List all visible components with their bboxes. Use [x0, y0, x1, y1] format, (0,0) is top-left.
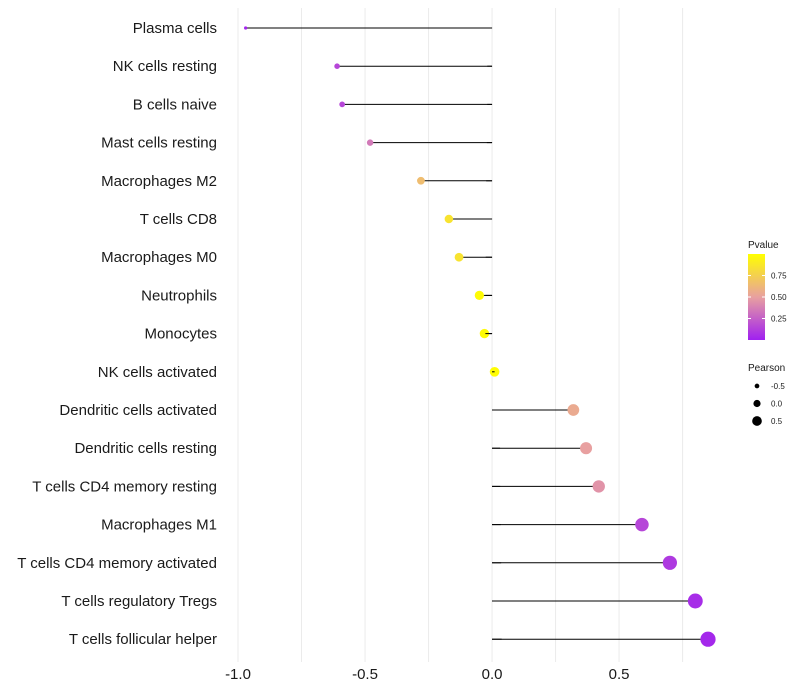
- category-label: Dendritic cells activated: [59, 402, 217, 419]
- pearson-legend-label: 0.0: [771, 400, 783, 409]
- pearson-legend-label: 0.5: [771, 417, 783, 426]
- pearson-legend-dot: [754, 383, 760, 389]
- data-point: [339, 101, 346, 108]
- category-label: T cells regulatory Tregs: [61, 593, 217, 610]
- pearson-legend-dot: [752, 416, 762, 426]
- data-point: [334, 63, 340, 69]
- pvalue-colorbar: [748, 254, 765, 340]
- pvalue-legend: Pvalue 0.75 0.50 0.25: [748, 240, 787, 340]
- pvalue-legend-label: 0.75: [771, 272, 787, 281]
- pvalue-legend-label: 0.25: [771, 315, 787, 324]
- data-point: [662, 555, 678, 570]
- x-tick-label: 0.0: [482, 666, 503, 683]
- category-labels: Plasma cells NK cells resting B cells naiv…: [17, 20, 217, 648]
- grid-lines: [237, 8, 684, 662]
- data-point: [366, 139, 374, 146]
- category-label: B cells naive: [133, 96, 217, 113]
- x-axis-ticks: -1.0 -0.5 0.0 0.5: [225, 666, 629, 683]
- data-point: [592, 480, 605, 493]
- category-label: Neutrophils: [141, 287, 217, 304]
- data-points: [244, 26, 716, 647]
- category-label: Macrophages M1: [101, 517, 217, 534]
- pearson-legend-label: -0.5: [771, 382, 785, 391]
- x-tick-label: 0.5: [609, 666, 630, 683]
- category-label: T cells CD8: [140, 211, 217, 228]
- data-point: [474, 290, 484, 301]
- x-tick-label: -0.5: [352, 666, 378, 683]
- pearson-legend-title: Pearson: [748, 363, 785, 374]
- category-label: T cells follicular helper: [69, 631, 217, 648]
- category-label: NK cells activated: [98, 364, 217, 381]
- data-point: [635, 517, 649, 532]
- stem-lines: [245, 27, 708, 640]
- data-point: [454, 252, 464, 262]
- data-point: [444, 214, 454, 224]
- category-label: Plasma cells: [133, 20, 217, 37]
- category-label: Macrophages M0: [101, 249, 217, 266]
- data-point: [567, 404, 580, 416]
- data-point: [244, 26, 248, 30]
- data-point: [479, 328, 490, 339]
- category-label: T cells CD4 memory resting: [32, 478, 217, 495]
- data-point: [687, 593, 703, 609]
- pvalue-legend-title: Pvalue: [748, 240, 779, 251]
- category-label: NK cells resting: [113, 58, 217, 75]
- data-point: [580, 442, 593, 455]
- pearson-legend: Pearson -0.5 0.0 0.5: [748, 363, 785, 426]
- pearson-legend-dot: [753, 399, 761, 408]
- category-label: Monocytes: [144, 326, 217, 343]
- data-point: [417, 176, 425, 185]
- data-point: [700, 631, 716, 647]
- category-label: T cells CD4 memory activated: [17, 555, 217, 572]
- x-tick-label: -1.0: [225, 666, 251, 683]
- category-label: Macrophages M2: [101, 173, 217, 190]
- category-label: Dendritic cells resting: [74, 440, 217, 457]
- category-label: Mast cells resting: [101, 135, 217, 152]
- pvalue-legend-label: 0.50: [771, 293, 787, 302]
